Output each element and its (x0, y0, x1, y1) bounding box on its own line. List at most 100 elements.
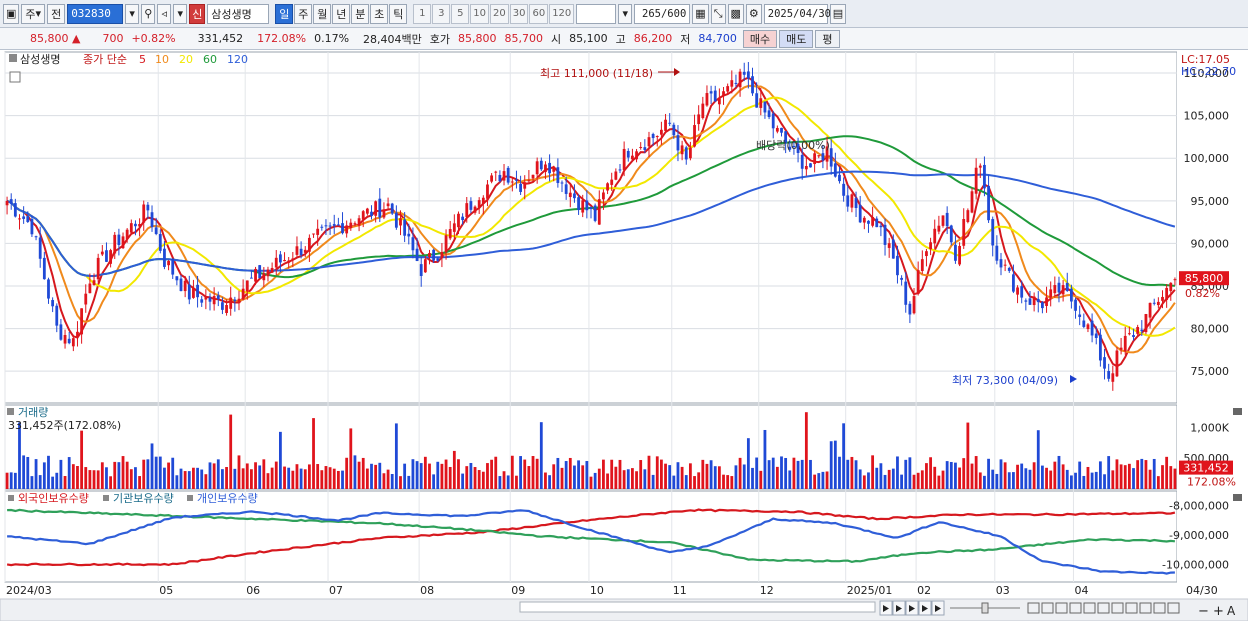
stock-code-input[interactable]: 032830 (67, 3, 124, 24)
candle-body (452, 223, 456, 232)
date-tick-label: 08 (420, 584, 434, 597)
candle-body (84, 293, 88, 305)
period-tab-0[interactable]: 일 (275, 3, 294, 24)
candle-body (660, 129, 663, 135)
candle-body (150, 212, 154, 228)
auto-scale-icon: A (1227, 604, 1236, 618)
interval-button-30[interactable]: 30 (509, 3, 529, 24)
interval-button-3[interactable]: 3 (432, 3, 451, 24)
candle-body (1156, 301, 1160, 306)
volume-bar (1049, 470, 1053, 489)
interval-button-5[interactable]: 5 (451, 3, 470, 24)
volume-bar (1045, 467, 1048, 489)
buy-button[interactable]: 매수 (742, 29, 778, 48)
candle-body (378, 198, 382, 218)
volume-bar (324, 466, 328, 489)
volume-bar (792, 457, 796, 489)
volume-bar (117, 462, 121, 489)
period-tab-4[interactable]: 분 (351, 3, 370, 24)
volume-bar (962, 458, 966, 489)
candle-body (618, 169, 622, 171)
candle-body (370, 211, 373, 216)
volume-handle-icon (7, 408, 14, 415)
stock-chart[interactable]: 110,000105,000100,00095,00090,00085,0008… (0, 50, 1248, 621)
tool-d-icon (1069, 602, 1082, 614)
dividend-note: 배당락(0.00%) (756, 139, 830, 152)
volume-bar (105, 467, 108, 489)
candle-body (1065, 282, 1069, 291)
open-price: 85,100 (569, 32, 608, 45)
date-tick-label: 2024/03 (6, 584, 52, 597)
candle-body (374, 201, 378, 216)
volume-bar (1165, 456, 1169, 489)
candle-body (121, 236, 125, 249)
interval-button-120[interactable]: 120 (549, 3, 575, 24)
candle-body (469, 201, 473, 210)
speaker-icon[interactable]: ◃ (157, 3, 172, 24)
candle-body (1069, 288, 1073, 302)
volume-bar (266, 473, 270, 489)
interval-input[interactable] (576, 3, 617, 24)
tool-e-icon (1083, 602, 1096, 614)
code-dropdown-icon[interactable]: ▾ (125, 3, 140, 24)
options-dropdown-icon[interactable]: ▾ (173, 3, 188, 24)
period-tab-3[interactable]: 년 (332, 3, 351, 24)
volume-tag: 331,452 (1183, 462, 1229, 475)
candle-body (158, 234, 162, 251)
volume-bar (407, 475, 411, 489)
candle-body (316, 228, 320, 235)
volume-bar (1086, 466, 1090, 489)
high-note: 최고 111,000 (11/18) (540, 67, 653, 80)
interval-dropdown-icon[interactable]: ▾ (618, 3, 633, 24)
holding-legend-handle-icon (187, 495, 193, 501)
chart-settings-icon[interactable]: ▦ (692, 3, 709, 24)
period-tab-1[interactable]: 주 (294, 3, 313, 24)
candle-body (486, 184, 489, 199)
period-tab-5[interactable]: 초 (370, 3, 389, 24)
volume-bar (589, 476, 593, 489)
volume-bar (800, 459, 804, 489)
volume-bar (440, 463, 444, 489)
candle-body (88, 283, 92, 294)
gear-icon[interactable]: ⚙ (745, 3, 762, 24)
volume-bar (1065, 469, 1069, 489)
period-tab-2[interactable]: 월 (313, 3, 332, 24)
evaluate-button[interactable]: 평 (815, 29, 840, 48)
prev-button[interactable]: 전 (47, 3, 66, 24)
period-tab-6[interactable]: 틱 (389, 3, 408, 24)
legend-ma-120: 120 (227, 53, 248, 66)
sell-button[interactable]: 매도 (779, 29, 814, 48)
candle-body (5, 200, 9, 206)
candle-body (179, 278, 183, 292)
date-tick-label: 03 (996, 584, 1010, 597)
draw-tool-icon[interactable]: ⤡ (710, 3, 726, 24)
interval-button-20[interactable]: 20 (489, 3, 509, 24)
volume-bar (1152, 458, 1156, 489)
date-input[interactable]: 2025/04/30 (763, 3, 831, 24)
stock-name-field[interactable]: 삼성생명 (207, 3, 270, 24)
market-type-select[interactable]: 주 ▾ (21, 3, 46, 24)
candle-body (1053, 285, 1057, 294)
candle-body (432, 249, 436, 261)
volume-bar (320, 470, 324, 489)
volume-bar (469, 462, 473, 489)
interval-button-60[interactable]: 60 (529, 3, 549, 24)
current-price: 85,800 ▲ (26, 32, 84, 45)
candle-body (672, 124, 676, 136)
calendar-icon[interactable]: ▤ (829, 3, 847, 24)
candle-body (129, 223, 133, 233)
data-count-field[interactable]: 265/600 (634, 3, 691, 24)
volume-bar (925, 463, 928, 489)
window-icon[interactable]: ▣ (3, 3, 20, 24)
volume-bar (204, 474, 208, 489)
candle-body (332, 224, 336, 226)
volume-bar (254, 462, 257, 489)
candle-body (1090, 320, 1094, 336)
save-icon[interactable]: ▩ (727, 3, 744, 24)
search-icon[interactable]: ⚲ (141, 3, 156, 24)
volume-bar (303, 469, 307, 489)
interval-button-10[interactable]: 10 (470, 3, 489, 24)
interval-button-1[interactable]: 1 (413, 3, 432, 24)
volume-bar (34, 459, 38, 489)
volume-bar (1074, 472, 1077, 489)
